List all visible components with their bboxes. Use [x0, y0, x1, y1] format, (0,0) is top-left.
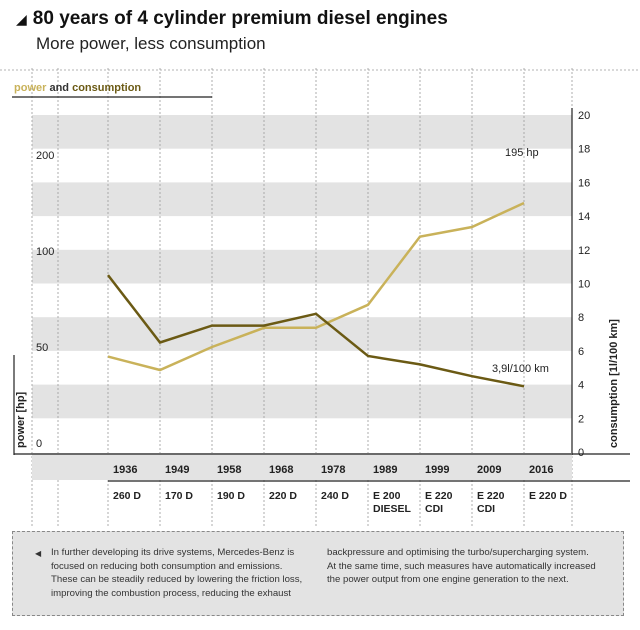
grid-band	[32, 317, 572, 351]
right-tick-label: 12	[578, 245, 590, 257]
title-row: ◢ 80 years of 4 cylinder premium diesel …	[16, 8, 448, 30]
model-label: 260 D	[113, 490, 141, 502]
x-tick-label: 1978	[321, 464, 345, 476]
right-tick-label: 0	[578, 447, 584, 459]
model-label: E 220	[425, 490, 453, 502]
grid-band	[32, 249, 572, 284]
x-tick-label: 2016	[529, 464, 553, 476]
model-label: DIESEL	[373, 503, 412, 515]
right-axis-label: consumption [1l/100 km]	[608, 319, 620, 448]
right-tick-label: 16	[578, 177, 590, 189]
left-tick-label: 50	[36, 342, 48, 354]
legend-consumption: consumption	[72, 82, 142, 94]
grid-band	[32, 115, 572, 149]
right-tick-label: 10	[578, 279, 590, 291]
note-box: ◀ In further developing its drive system…	[12, 531, 624, 616]
series-line-consumption	[107, 274, 525, 388]
model-label: E 220 D	[529, 490, 567, 502]
triangle-left-icon: ◀	[35, 549, 42, 558]
x-tick-label: 1989	[373, 464, 397, 476]
model-label: 190 D	[217, 490, 245, 502]
model-label: CDI	[425, 503, 443, 515]
title-block: ◢ 80 years of 4 cylinder premium diesel …	[16, 8, 448, 54]
page-subtitle: More power, less consumption	[36, 34, 266, 53]
x-tick-label: 1968	[269, 464, 293, 476]
x-tick-label: 1958	[217, 464, 241, 476]
chart-legend: power and consumption	[14, 82, 141, 94]
series-line-power	[107, 201, 525, 372]
legend-and: and	[49, 82, 70, 94]
model-label: E 200	[373, 490, 401, 502]
power-end-label: 195 hp	[505, 147, 539, 159]
right-tick-label: 4	[578, 380, 584, 392]
model-label: 170 D	[165, 490, 193, 502]
right-tick-label: 2	[578, 413, 584, 425]
right-tick-label: 18	[578, 144, 590, 156]
legend-power: power	[14, 82, 47, 94]
right-tick-label: 6	[578, 346, 584, 358]
model-label: E 220	[477, 490, 505, 502]
x-tick-label: 1936	[113, 464, 137, 476]
consumption-end-label: 3,9l/100 km	[492, 363, 549, 375]
grid-band	[32, 384, 572, 419]
x-tick-label: 2009	[477, 464, 501, 476]
x-tick-label: 1949	[165, 464, 189, 476]
x-tick-label: 1999	[425, 464, 449, 476]
right-tick-label: 8	[578, 312, 584, 324]
model-label: 240 D	[321, 490, 349, 502]
right-tick-label: 14	[578, 211, 590, 223]
model-label: 220 D	[269, 490, 297, 502]
left-tick-label: 100	[36, 246, 54, 258]
grid-band	[32, 182, 572, 217]
left-tick-label: 0	[36, 438, 42, 450]
right-tick-label: 20	[578, 110, 590, 122]
page-title: 80 years of 4 cylinder premium diesel en…	[32, 8, 448, 29]
note-text-col2: backpressure and optimising the turbo/su…	[327, 547, 596, 585]
model-label: CDI	[477, 503, 495, 515]
chart: 0 50 100 200 power [hp] 0 2 4 6 8 10 12 14 16 18 20 cons…	[0, 68, 640, 528]
left-axis-label: power [hp]	[15, 391, 27, 448]
left-tick-label: 200	[36, 150, 54, 162]
triangle-icon: ◢	[16, 10, 27, 27]
note-text-col1: In further developing its drive systems,…	[51, 547, 303, 599]
category-band	[32, 453, 572, 480]
